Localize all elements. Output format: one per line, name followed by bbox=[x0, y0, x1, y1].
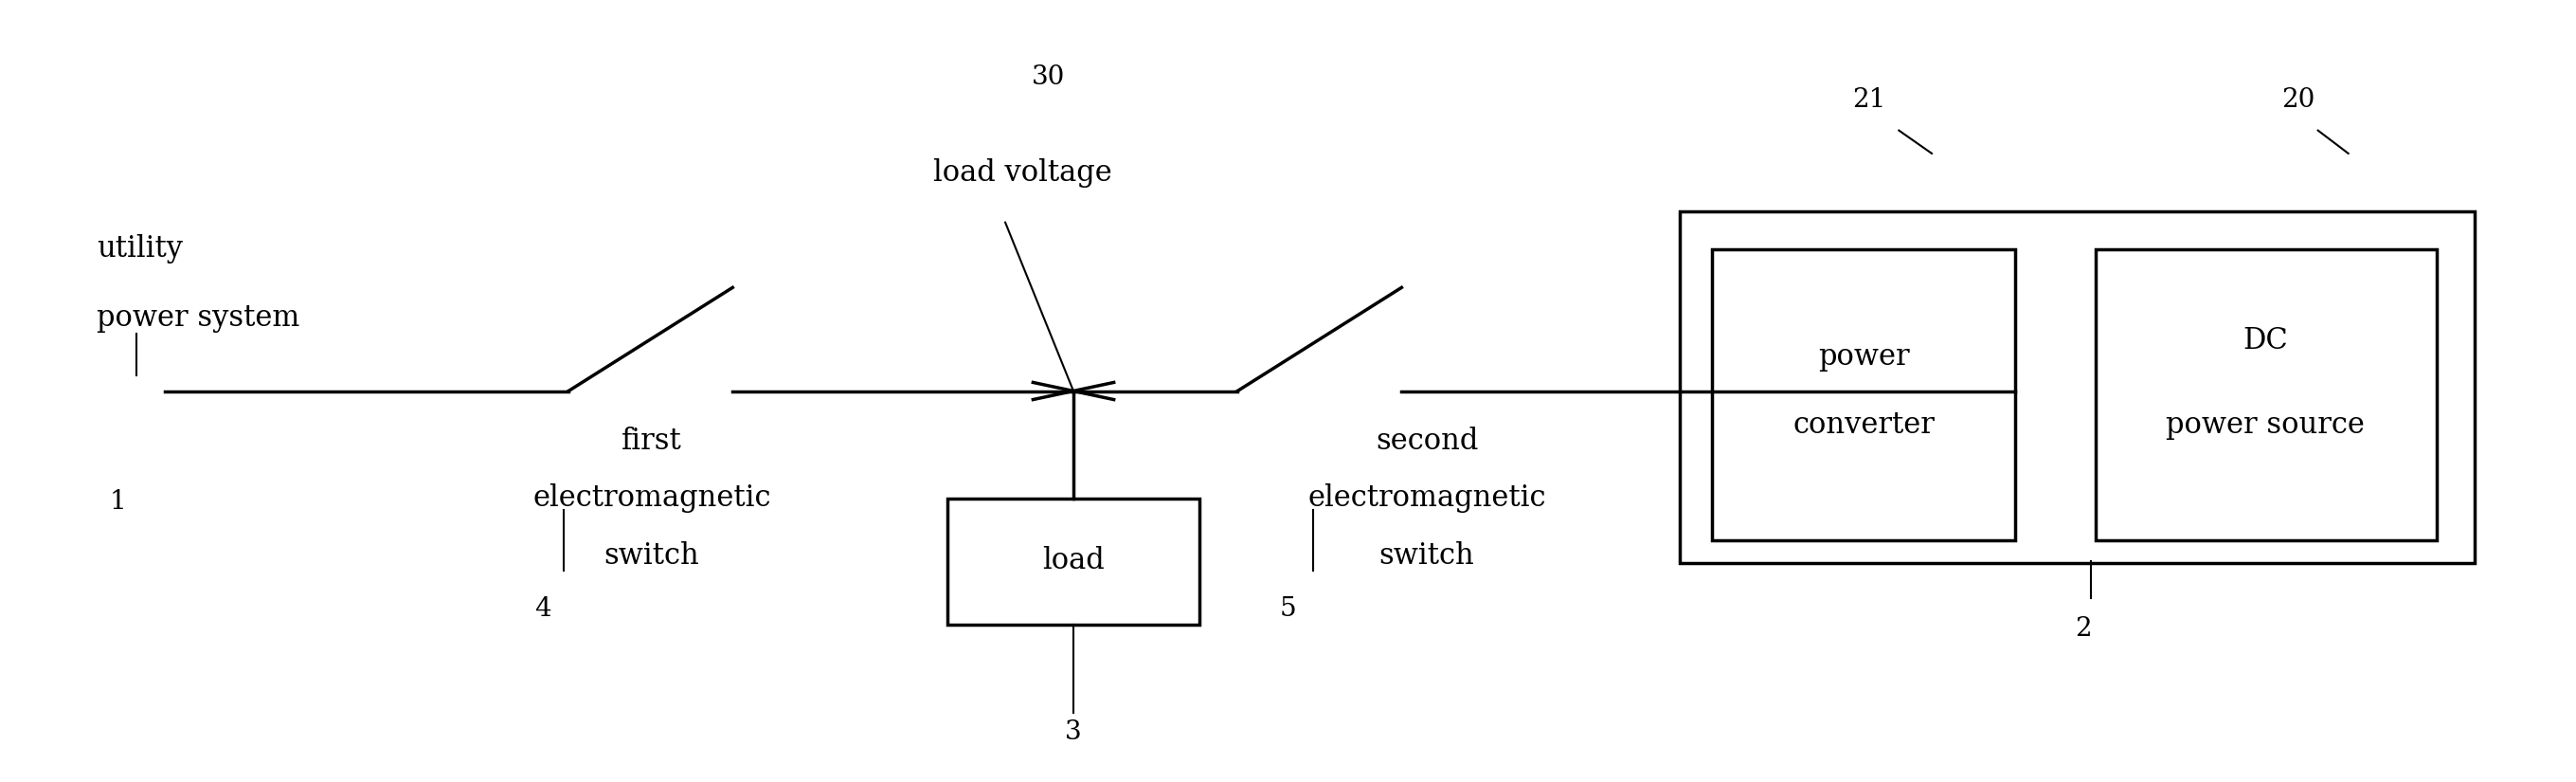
Text: 3: 3 bbox=[1064, 719, 1082, 744]
Text: second: second bbox=[1376, 426, 1479, 455]
Text: utility: utility bbox=[95, 235, 183, 264]
Text: 1: 1 bbox=[108, 490, 126, 515]
Text: DC: DC bbox=[2241, 327, 2287, 356]
Text: power system: power system bbox=[95, 303, 299, 333]
Text: 5: 5 bbox=[1280, 597, 1296, 622]
Text: power source: power source bbox=[2166, 411, 2365, 440]
Bar bbox=[948, 498, 1200, 625]
Text: 4: 4 bbox=[536, 597, 551, 622]
Text: 21: 21 bbox=[1852, 87, 1886, 113]
Text: power: power bbox=[1819, 342, 1909, 371]
Text: 30: 30 bbox=[1030, 64, 1064, 90]
Text: switch: switch bbox=[1378, 541, 1473, 570]
Text: electromagnetic: electromagnetic bbox=[533, 483, 770, 513]
Bar bbox=[2097, 249, 2437, 540]
Text: switch: switch bbox=[605, 541, 701, 570]
Text: load voltage: load voltage bbox=[933, 158, 1113, 187]
Bar bbox=[1680, 211, 2476, 563]
Text: electromagnetic: electromagnetic bbox=[1309, 483, 1546, 513]
Text: load: load bbox=[1043, 547, 1105, 576]
Text: 20: 20 bbox=[2280, 87, 2316, 113]
Text: 2: 2 bbox=[2074, 615, 2092, 641]
Text: first: first bbox=[621, 426, 683, 455]
Bar bbox=[1713, 249, 2014, 540]
Text: converter: converter bbox=[1793, 411, 1935, 440]
